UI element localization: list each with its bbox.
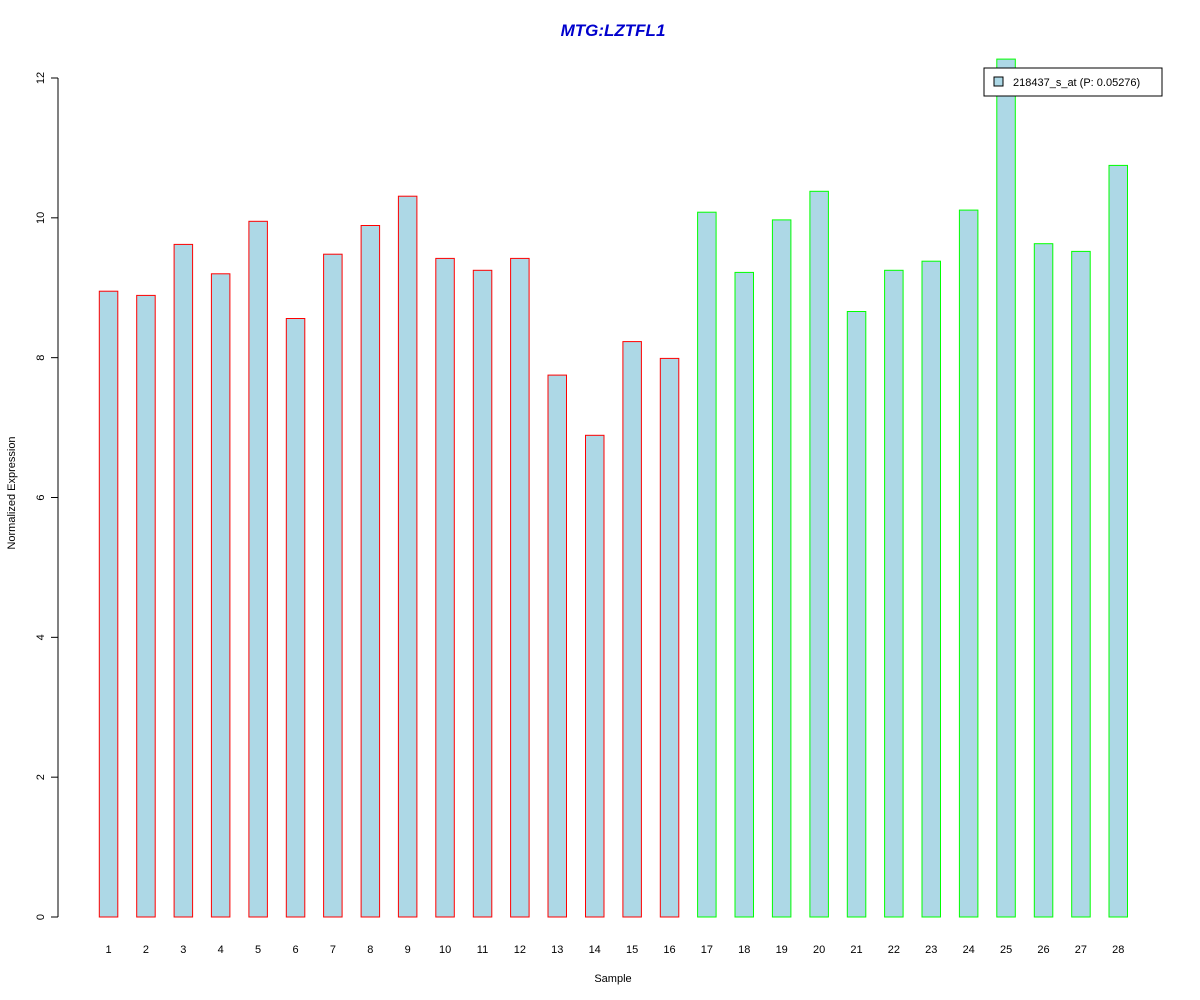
y-tick-label: 2 (35, 774, 47, 780)
x-tick-label: 21 (850, 944, 862, 956)
bar-sample-18 (734, 271, 754, 918)
x-tick-label: 20 (813, 944, 825, 956)
bar-sample-7 (323, 253, 343, 918)
x-tick-label: 10 (439, 944, 451, 956)
bar-sample-11 (472, 269, 493, 918)
x-tick-label: 17 (701, 944, 713, 956)
bar-sample-22 (884, 269, 904, 918)
x-tick-label: 26 (1037, 944, 1049, 956)
x-tick-label: 18 (738, 944, 750, 956)
y-tick-label: 0 (35, 914, 47, 920)
bar-sample-28 (1108, 164, 1128, 918)
y-tick-label: 10 (35, 212, 47, 224)
bar-sample-25 (996, 58, 1016, 918)
bar-sample-15 (622, 341, 642, 918)
x-tick-label: 19 (776, 944, 788, 956)
bar-sample-9 (397, 195, 418, 918)
x-axis-title: Sample (594, 973, 631, 985)
x-tick-label: 22 (888, 944, 900, 956)
x-tick-label: 16 (663, 944, 675, 956)
bar-sample-21 (846, 311, 867, 918)
y-tick-label: 6 (35, 494, 47, 500)
bar-sample-17 (697, 211, 717, 918)
x-tick-label: 15 (626, 944, 638, 956)
x-tick-label: 23 (925, 944, 937, 956)
bar-sample-8 (360, 225, 381, 918)
x-tick-label: 6 (292, 944, 298, 956)
x-tick-label: 13 (551, 944, 563, 956)
x-tick-label: 27 (1075, 944, 1087, 956)
y-tick-label: 12 (35, 72, 47, 84)
bar-sample-13 (547, 374, 567, 918)
y-tick-label: 8 (35, 355, 47, 361)
bar-sample-26 (1033, 243, 1054, 918)
bar-sample-12 (510, 257, 530, 918)
x-tick-label: 7 (330, 944, 336, 956)
bar-sample-27 (1071, 250, 1091, 918)
x-tick-label: 25 (1000, 944, 1012, 956)
bar-sample-23 (921, 260, 941, 918)
bar-sample-16 (659, 357, 680, 918)
bar-sample-3 (173, 243, 194, 918)
bar-sample-6 (285, 318, 306, 918)
legend-swatch (993, 76, 1004, 87)
bar-sample-24 (958, 209, 979, 918)
x-tick-label: 5 (255, 944, 261, 956)
bar-sample-4 (210, 273, 231, 918)
bar-sample-20 (809, 190, 829, 918)
y-axis-title: Normalized Expression (6, 436, 18, 549)
bar-sample-10 (435, 257, 455, 918)
x-tick-label: 12 (514, 944, 526, 956)
bars-group (98, 58, 1128, 918)
bar-sample-5 (248, 220, 268, 918)
x-tick-label: 24 (963, 944, 975, 956)
x-tick-label: 2 (143, 944, 149, 956)
bar-sample-2 (136, 294, 156, 918)
y-axis: 0 2 4 6 8 10 12 (35, 72, 59, 920)
legend-box (983, 67, 1163, 97)
chart-title: MTG:LZTFL1 (561, 21, 666, 40)
x-axis-tick-labels: 1 2 3 4 5 6 7 8 9 10 11 12 13 14 15 16 17 18 19 20 21 22 23 24 2… (105, 944, 1124, 956)
bar-sample-19 (771, 219, 792, 918)
bar-sample-14 (585, 434, 605, 918)
x-tick-label: 28 (1112, 944, 1124, 956)
x-tick-label: 8 (367, 944, 373, 956)
x-tick-label: 3 (180, 944, 186, 956)
bar-sample-1 (98, 290, 119, 918)
x-tick-label: 11 (477, 944, 488, 956)
x-tick-label: 9 (405, 944, 411, 956)
x-tick-label: 1 (105, 944, 111, 956)
legend: 218437_s_at (P: 0.05276) (983, 67, 1163, 97)
legend-label: 218437_s_at (P: 0.05276) (1013, 77, 1140, 89)
y-tick-label: 4 (35, 634, 47, 640)
x-tick-label: 14 (589, 944, 601, 956)
x-tick-label: 4 (218, 944, 224, 956)
